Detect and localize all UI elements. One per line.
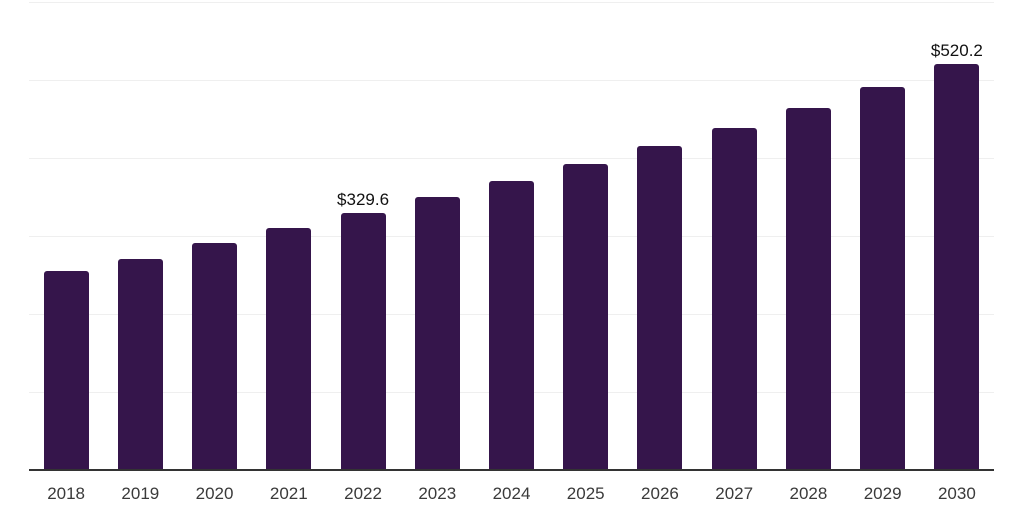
bar-2021 (266, 228, 312, 470)
gridline (29, 80, 994, 81)
x-tick-label-2023: 2023 (418, 484, 457, 503)
bar-2022 (340, 212, 386, 470)
gridline (29, 158, 994, 159)
gridline (29, 2, 994, 3)
x-tick-label-2030: 2030 (937, 484, 976, 503)
bar-2025 (563, 164, 609, 470)
bar-2027 (711, 127, 757, 470)
x-tick-label-2020: 2020 (195, 484, 234, 503)
x-axis-line (29, 469, 994, 471)
bar-2028 (785, 108, 831, 470)
x-tick-label-2018: 2018 (47, 484, 86, 503)
x-tick-label-2022: 2022 (344, 484, 382, 503)
x-tick-label-2021: 2021 (269, 484, 308, 503)
plot-area: $329.6 $520.2 (29, 2, 994, 470)
x-tick-label-2027: 2027 (715, 484, 754, 503)
x-tick-label-2028: 2028 (789, 484, 828, 503)
bar-2023 (414, 197, 460, 470)
data-value-label-2022: $329.6 (337, 189, 390, 209)
x-tick-label-2026: 2026 (641, 484, 679, 503)
x-tick-label-2025: 2025 (566, 484, 605, 503)
x-tick-label-2019: 2019 (121, 484, 160, 503)
x-tick-label-2029: 2029 (863, 484, 902, 503)
bar-2018 (43, 270, 89, 470)
bar-2029 (860, 87, 906, 470)
x-tick-label-2024: 2024 (492, 484, 531, 503)
x-axis-labels: 2018 2019 2020 2021 2022 2023 2024 2025 2026 2027… (29, 484, 994, 508)
bar-2024 (489, 181, 534, 470)
bar-2026 (637, 146, 683, 470)
data-value-label-2030: $520.2 (930, 41, 983, 61)
bar-2020 (192, 243, 238, 470)
bar-2030 (934, 64, 980, 470)
bar-2019 (117, 258, 163, 470)
